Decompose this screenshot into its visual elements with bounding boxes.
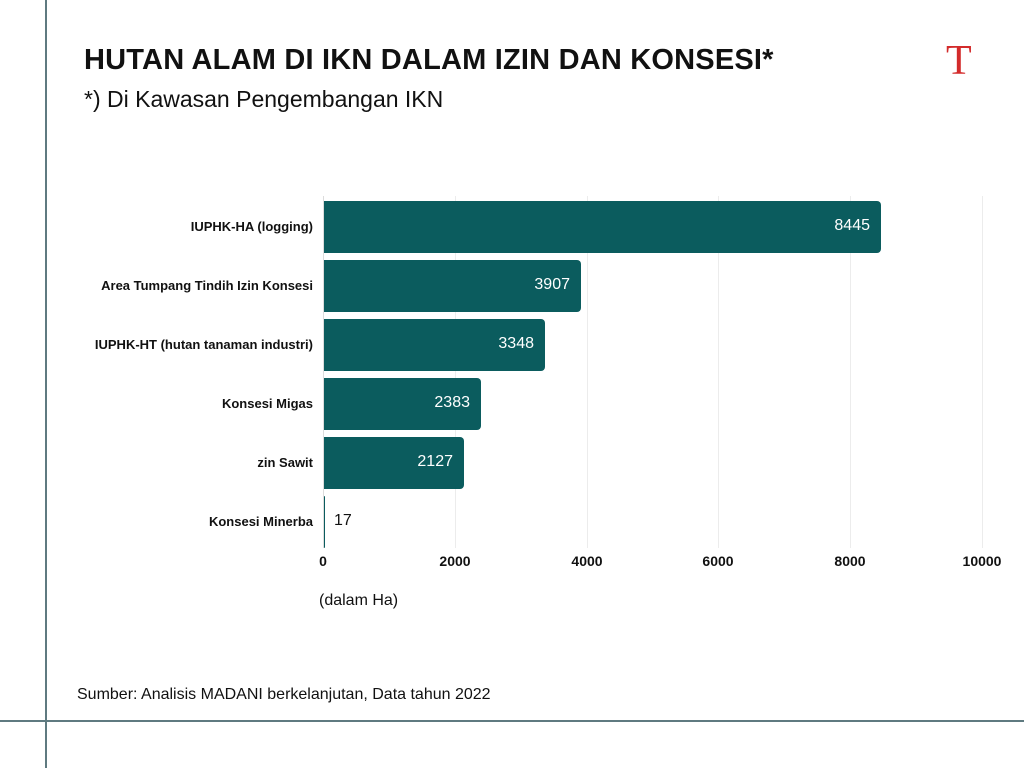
bar-value-label: 8445 bbox=[834, 217, 870, 234]
bar bbox=[324, 378, 481, 430]
bottom-horizontal-rule bbox=[0, 720, 1024, 722]
category-label: IUPHK-HT (hutan tanaman industri) bbox=[94, 337, 313, 352]
bar-value-label: 2127 bbox=[417, 453, 453, 470]
x-tick-label: 10000 bbox=[962, 553, 1002, 569]
bar bbox=[324, 437, 464, 489]
x-axis-label: (dalam Ha) bbox=[319, 592, 399, 609]
left-vertical-rule bbox=[45, 0, 47, 768]
bar-value-label: 17 bbox=[334, 512, 352, 529]
category-label: Konsesi Minerba bbox=[208, 514, 313, 529]
y-axis-line bbox=[323, 196, 324, 548]
gridline bbox=[982, 196, 983, 548]
bar-value-label: 3348 bbox=[498, 335, 534, 352]
bar bbox=[324, 260, 581, 312]
x-tick-label: 0 bbox=[319, 553, 327, 569]
gridline bbox=[455, 196, 456, 548]
bar-value-label: 3907 bbox=[534, 276, 570, 293]
bar bbox=[324, 201, 881, 253]
x-tick-label: 4000 bbox=[571, 553, 603, 569]
x-tick-label: 8000 bbox=[834, 553, 866, 569]
category-label: IUPHK-HA (logging) bbox=[190, 219, 313, 234]
plot-area: 8445 3907 3348 2383 2127 17 bbox=[323, 196, 983, 548]
chart-subtitle: *) Di Kawasan Pengembangan IKN bbox=[84, 86, 444, 112]
x-tick-label: 2000 bbox=[439, 553, 471, 569]
gridline bbox=[850, 196, 851, 548]
gridline bbox=[587, 196, 588, 548]
bar bbox=[324, 496, 325, 548]
source-note: Sumber: Analisis MADANI berkelanjutan, D… bbox=[77, 686, 491, 703]
x-tick-label: 6000 bbox=[702, 553, 734, 569]
category-label: Area Tumpang Tindih Izin Konsesi bbox=[101, 278, 313, 293]
bar bbox=[324, 319, 545, 371]
category-label: Konsesi Migas bbox=[221, 396, 313, 411]
category-label: zin Sawit bbox=[257, 455, 313, 470]
tempo-logo-icon: T bbox=[946, 38, 972, 84]
chart-title: HUTAN ALAM DI IKN DALAM IZIN DAN KONSESI… bbox=[84, 44, 774, 76]
gridline bbox=[718, 196, 719, 548]
bar-value-label: 2383 bbox=[434, 394, 470, 411]
